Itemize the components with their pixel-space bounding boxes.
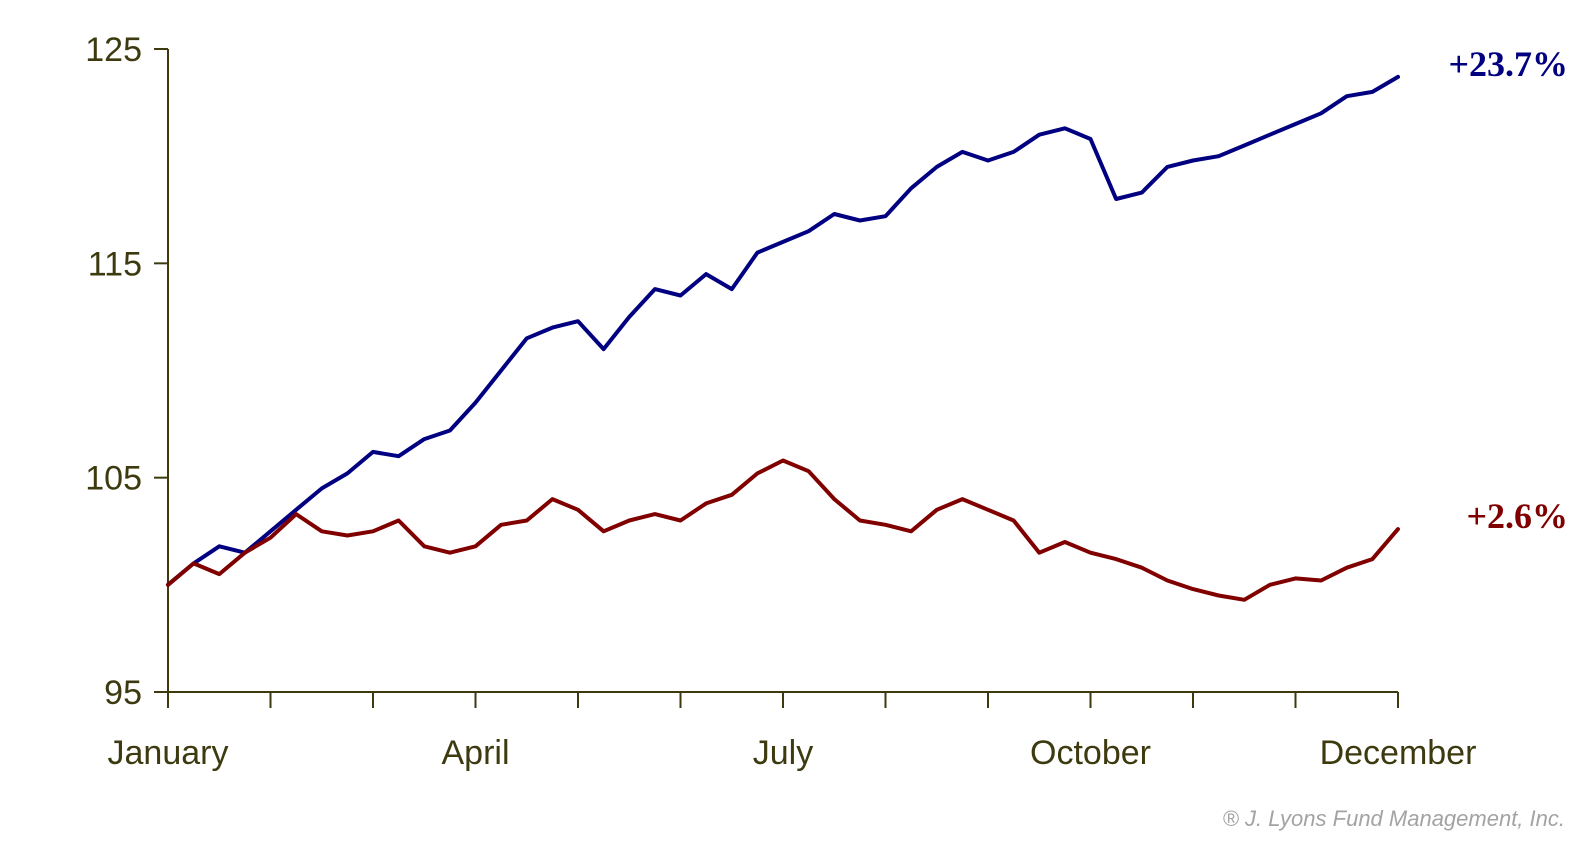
end-labels: +23.7% +2.6% bbox=[1448, 44, 1568, 536]
y-tick-label: 115 bbox=[88, 245, 142, 283]
x-tick-label: October bbox=[1030, 734, 1151, 772]
series-end-label: +23.7% bbox=[1448, 44, 1568, 84]
series-line-1 bbox=[166, 458, 1400, 602]
series-end-label: +2.6% bbox=[1466, 496, 1568, 536]
x-tick-label: April bbox=[441, 734, 509, 772]
copyright-notice: ® J. Lyons Fund Management, Inc. bbox=[1222, 806, 1565, 831]
x-axis: January April July October December bbox=[108, 691, 1477, 772]
x-tick-label: January bbox=[108, 734, 229, 772]
y-tick-label: 95 bbox=[104, 674, 142, 712]
y-tick-label: 105 bbox=[85, 460, 142, 498]
series-line-0 bbox=[166, 74, 1400, 587]
x-tick-label: July bbox=[753, 734, 813, 772]
y-axis: 95 105 115 125 bbox=[85, 31, 169, 712]
y-tick-label: 125 bbox=[85, 31, 142, 69]
series-lines bbox=[166, 74, 1400, 602]
x-tick-label: December bbox=[1320, 734, 1477, 772]
